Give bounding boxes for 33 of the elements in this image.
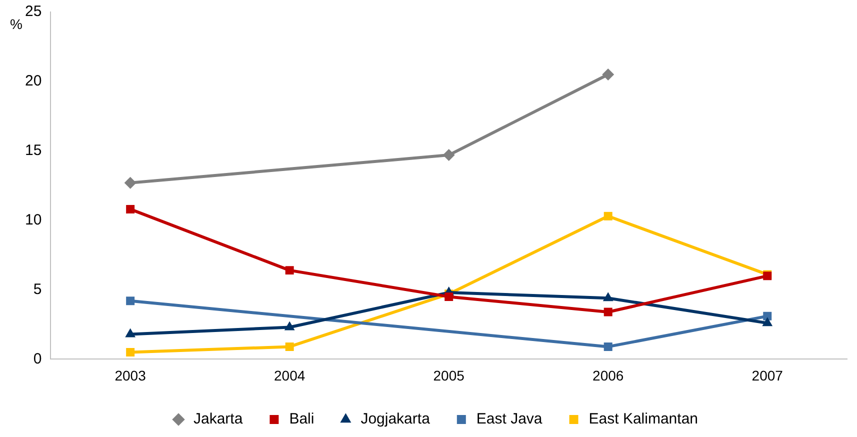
- point: [125, 328, 136, 338]
- point: [604, 342, 612, 351]
- x-tick-label: 2006: [592, 367, 624, 384]
- x-tick-label: 2003: [114, 367, 146, 384]
- x-tick-label: 2005: [433, 367, 465, 384]
- point: [124, 176, 136, 189]
- legend-label: Jogjakarta: [360, 410, 431, 428]
- point: [602, 68, 614, 80]
- point: [284, 321, 295, 330]
- legend-label: Jakarta: [194, 410, 244, 428]
- point: [762, 317, 773, 326]
- point: [126, 204, 135, 214]
- x-tick-label: 2007: [752, 367, 784, 384]
- legend-label: Bali: [289, 410, 314, 428]
- point: [763, 312, 772, 320]
- x-tick-label: 2004: [274, 367, 306, 384]
- y-tick-label: 5: [33, 280, 42, 298]
- legend-label: East Kalimantan: [588, 410, 698, 428]
- point: [126, 348, 135, 356]
- point: [126, 296, 135, 306]
- y-tick-label: 10: [24, 211, 42, 228]
- y-tick-label: 0: [33, 350, 42, 368]
- y-tick-label: 15: [24, 142, 42, 160]
- point: [604, 308, 612, 316]
- y-tick-label: 25: [24, 3, 42, 20]
- point: [602, 292, 614, 302]
- point: [285, 342, 294, 351]
- point: [442, 149, 455, 162]
- y-axis-title: %: [10, 16, 22, 32]
- legend-label: East Java: [476, 410, 543, 428]
- y-tick-label: 20: [24, 72, 42, 90]
- point: [285, 266, 294, 275]
- point: [604, 212, 612, 220]
